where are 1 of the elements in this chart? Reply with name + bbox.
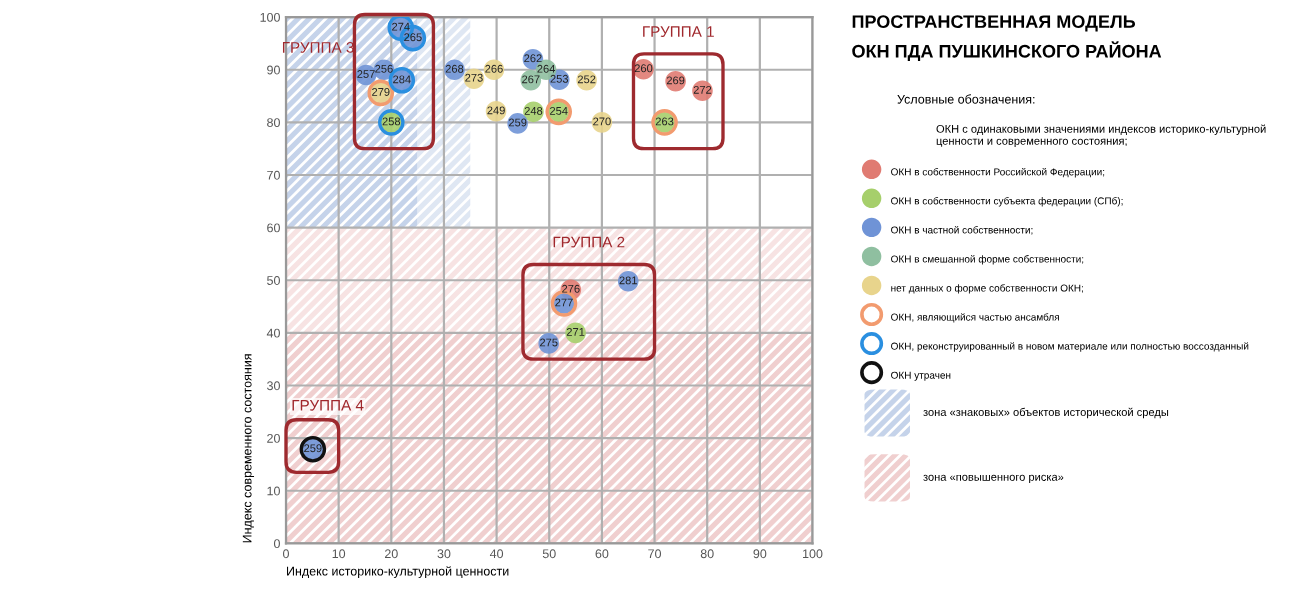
text: ПРОСТРАНСТВЕННАЯ МОДЕЛЬ ОКН ПДА ПУШКИНСКОГО РАЙОНА bbox=[852, 15, 1162, 62]
